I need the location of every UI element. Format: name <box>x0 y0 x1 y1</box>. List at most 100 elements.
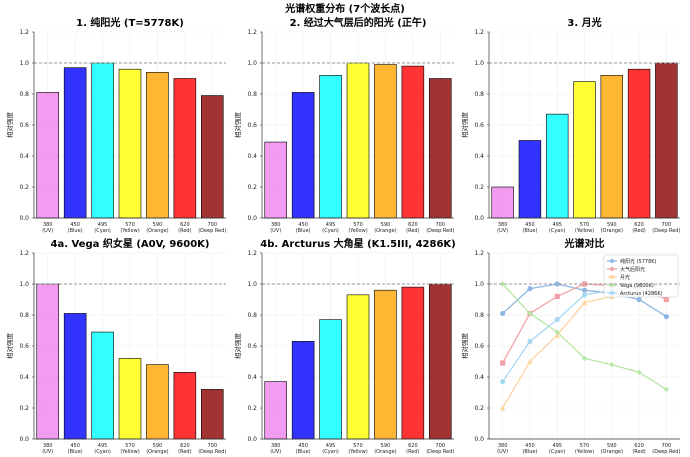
x-tick-label-line: 380 <box>498 222 508 228</box>
y-tick-label: 0.0 <box>474 436 484 443</box>
x-tick-label: 380 (UV) <box>497 222 508 234</box>
x-tick-label-line: (Deep Red) <box>198 228 226 234</box>
x-tick-label-line: (Red) <box>178 449 191 455</box>
x-tick-label-line: 570 <box>353 443 363 449</box>
y-tick-label: 1.2 <box>19 29 29 36</box>
legend-swatch-marker <box>610 267 614 271</box>
series-point <box>527 358 533 365</box>
bar-6 <box>173 78 197 219</box>
x-tick-label-line: 620 <box>408 222 418 228</box>
x-tick-label-line: (UV) <box>42 228 53 234</box>
y-tick-label: 0.6 <box>474 122 484 129</box>
x-tick-label-line: 450 <box>70 222 80 228</box>
y-tick-label: 0.4 <box>19 153 29 160</box>
x-tick-label-line: 590 <box>153 222 163 228</box>
x-tick-label-line: 570 <box>353 222 363 228</box>
x-tick-label-line: 450 <box>298 222 308 228</box>
x-tick-label-line: 495 <box>326 222 336 228</box>
figure-suptitle: 光谱权重分布 (7个波长点) <box>284 2 405 15</box>
x-tick-label-line: (Deep Red) <box>426 449 454 455</box>
series-point <box>500 405 506 411</box>
x-tick-label-line: (Blue) <box>522 449 537 455</box>
panel-2: 2. 经过大气层后的阳光 (正午) 相对强度 0.0 0.2 0.4 0.6 0.8 1.0 1… <box>233 16 454 234</box>
y-tick-label: 0.2 <box>474 184 484 191</box>
x-tick-label-line: (Cyan) <box>94 449 111 455</box>
y-tick-label: 1.2 <box>474 29 484 36</box>
x-tick-label-line: (Blue) <box>522 228 537 234</box>
x-tick-label-line: (Orange) <box>146 449 168 455</box>
y-tick-label: 0.8 <box>247 312 257 319</box>
panel-5: 4b. Arcturus 大角星 (K1.5III, 4286K) 相对强度 0.0… <box>233 237 456 455</box>
x-tick-label-line: (Deep Red) <box>652 449 680 455</box>
x-tick-label-line: (UV) <box>497 228 508 234</box>
x-tick-label-line: 700 <box>436 443 446 449</box>
x-tick-label: 700 (Deep Red) <box>652 443 680 455</box>
x-tick-label-line: (Blue) <box>296 449 311 455</box>
bar-1 <box>36 283 59 440</box>
x-tick-label: 450 (Blue) <box>522 443 537 455</box>
x-tick-label: 620 (Red) <box>406 443 419 455</box>
y-tick-label: 0.2 <box>247 405 257 412</box>
x-tick-label: 620 (Red) <box>406 222 419 234</box>
y-axis-label: 相对强度 <box>233 333 242 360</box>
series-point <box>554 293 560 299</box>
x-tick-label-line: 380 <box>43 222 53 228</box>
y-tick-label: 0.6 <box>474 343 484 350</box>
bar-5 <box>146 72 169 219</box>
panel-title: 光谱对比 <box>564 237 605 250</box>
x-tick-label-line: (Blue) <box>68 228 83 234</box>
x-tick-label: 590 (Orange) <box>146 222 168 234</box>
x-tick-label-line: (UV) <box>42 449 53 455</box>
x-tick-label: 590 (Orange) <box>374 222 396 234</box>
legend-entry: 纯阳光 (5778K) <box>620 258 657 265</box>
y-tick-label: 0.4 <box>247 153 257 160</box>
x-tick-label-line: (Cyan) <box>322 449 339 455</box>
x-tick-label-line: (Orange) <box>601 449 623 455</box>
y-tick-label: 1.2 <box>247 250 257 257</box>
x-tick-label-line: (Deep Red) <box>198 449 226 455</box>
y-tick-label: 1.2 <box>474 250 484 257</box>
bar-2 <box>291 341 315 440</box>
series-point <box>581 287 588 293</box>
series-point <box>581 355 588 361</box>
x-tick-label-line: (Orange) <box>146 228 168 234</box>
x-tick-label: 570 (Yellow) <box>120 222 139 234</box>
panel-4: 4a. Vega 织女星 (A0V, 9600K) 相对强度 0.0 0.2 0.4 0.… <box>5 237 226 455</box>
x-tick-label: 590 (Orange) <box>601 222 623 234</box>
x-tick-label-line: (Red) <box>632 228 645 234</box>
y-tick-label: 0.6 <box>247 343 257 350</box>
x-tick-label-line: (Orange) <box>374 228 396 234</box>
series-point <box>663 296 669 303</box>
panel-title: 4a. Vega 织女星 (A0V, 9600K) <box>51 237 210 250</box>
x-tick-label-line: 590 <box>153 443 163 449</box>
bar-6 <box>401 65 425 219</box>
x-tick-label-line: 700 <box>662 443 672 449</box>
x-tick-label-line: 620 <box>634 443 644 449</box>
y-tick-label: 0.6 <box>247 122 257 129</box>
x-tick-label: 450 (Blue) <box>296 443 311 455</box>
series-point <box>500 360 506 366</box>
x-tick-label-line: (Red) <box>406 228 419 234</box>
x-tick-label-line: 495 <box>552 443 562 449</box>
panel-title: 1. 纯阳光 (T=5778K) <box>76 16 184 29</box>
x-tick-label-line: 570 <box>125 443 135 449</box>
y-tick-label: 0.0 <box>247 436 257 443</box>
legend-swatch-marker <box>610 275 614 279</box>
x-tick-label: 380 (UV) <box>270 222 281 234</box>
x-tick-label: 495 (Cyan) <box>549 222 566 234</box>
y-tick-label: 1.0 <box>19 281 29 288</box>
x-tick-label-line: 380 <box>271 443 281 449</box>
x-tick-label: 380 (UV) <box>270 443 281 455</box>
bar-2 <box>518 140 542 219</box>
bar-4 <box>118 358 142 440</box>
bar-6 <box>173 372 197 440</box>
x-tick-label-line: (Orange) <box>601 228 623 234</box>
x-tick-label-line: 495 <box>98 222 108 228</box>
x-tick-label: 570 (Yellow) <box>575 443 594 455</box>
y-tick-label: 0.2 <box>247 184 257 191</box>
bar-6 <box>401 286 425 440</box>
panel-title: 3. 月光 <box>567 16 601 29</box>
x-tick-label-line: 590 <box>607 222 617 228</box>
x-tick-label: 700 (Deep Red) <box>426 222 454 234</box>
